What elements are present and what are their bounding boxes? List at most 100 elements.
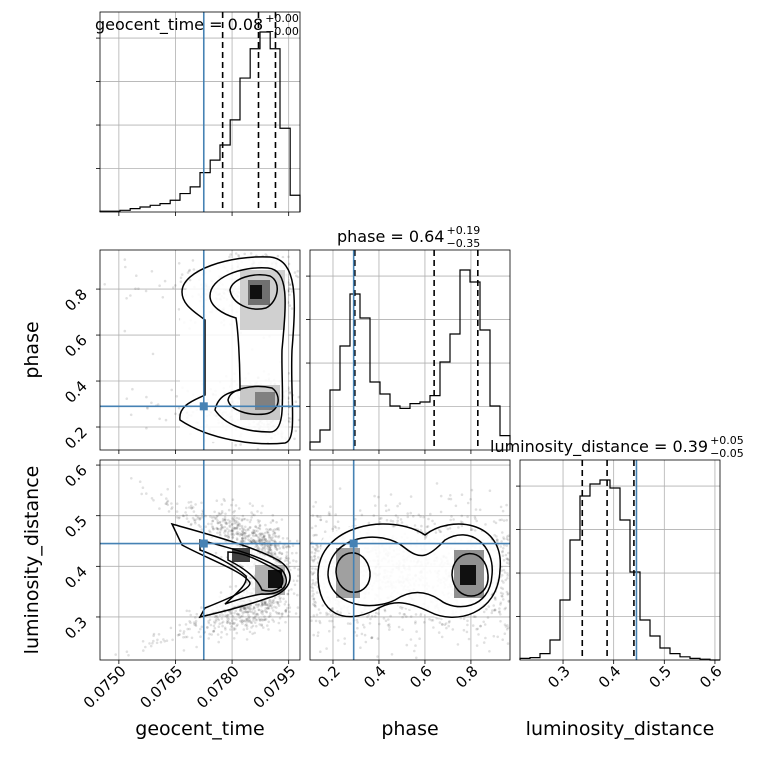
sample-point [165,639,169,642]
sample-point [270,600,273,604]
sample-point [194,503,197,506]
sample-point [244,624,247,627]
sample-point [244,610,248,613]
sample-point [313,551,317,555]
sample-point [499,505,503,509]
sample-point [441,623,444,626]
sample-point [239,619,242,623]
sample-point [216,633,220,636]
title-phase: phase = 0.64 [337,227,444,246]
sample-point [217,625,221,628]
sample-point [237,255,241,258]
sample-point [199,627,202,631]
sample-point [254,529,257,533]
sample-point [213,517,217,520]
sample-point [286,606,289,610]
sample-point [309,571,313,574]
contour-inner [335,552,371,593]
sample-point [265,603,269,607]
sample-point [287,255,290,259]
sample-point [276,527,279,530]
sample-point [438,621,442,624]
sample-point [314,567,317,571]
sample-point [313,604,316,607]
sample-point [230,625,233,628]
sample-point [269,548,272,552]
sample-point [440,635,444,639]
sample-point [225,621,229,624]
hist-panel-phase: phase = 0.64 +0.19−0.35 [306,224,511,454]
sample-point [190,636,194,640]
sample-point [331,527,335,531]
sample-point [249,620,252,623]
sample-point [268,599,271,602]
sample-point [419,613,423,617]
sample-point [290,307,294,310]
sample-point [235,618,238,621]
sample-point [265,530,269,534]
sample-point [498,518,502,522]
histogram-step-luminosity_distance [519,479,720,661]
sample-point [276,612,279,615]
sample-point [211,527,215,531]
sample-point [243,252,246,256]
sample-point [502,537,506,541]
sample-point [288,417,292,420]
sample-point [495,538,499,541]
sample-point [260,624,264,627]
title-plus-luminosity_distance: +0.05 [710,434,744,447]
sample-point [268,543,272,547]
sample-point [317,608,321,611]
sample-point [319,650,322,653]
sample-point [220,617,224,620]
sample-point [318,619,321,623]
sample-point [242,607,246,610]
sample-point [243,536,247,540]
sample-point [377,612,380,615]
sample-point [219,528,223,531]
sample-point [195,612,199,616]
sample-point [225,522,228,526]
sample-point [482,620,486,624]
sample-point [230,533,233,536]
sample-point [271,553,274,556]
sample-point [315,581,318,584]
sample-point [218,532,222,535]
sample-point [284,608,288,612]
sample-point [378,521,382,524]
sample-point [264,523,267,527]
axes-frame [99,459,301,661]
sample-point [499,591,503,595]
sample-point [219,523,223,527]
sample-point [287,603,291,607]
sample-point [288,610,291,614]
sample-point [311,586,315,590]
sample-point [233,521,236,525]
sample-point [216,617,220,620]
sample-point [254,539,257,543]
sample-point [255,547,259,551]
sample-point [256,526,259,530]
sample-point [240,620,243,624]
sample-point [103,283,106,286]
sample-point [223,518,226,522]
sample-point [263,601,267,605]
sample-point [264,603,267,606]
sample-point [226,613,230,617]
sample-point [268,546,272,550]
sample-point [223,529,227,532]
sample-point [311,567,314,570]
sample-point [265,540,269,543]
sample-point [223,531,226,534]
sample-point [261,603,264,606]
sample-point [507,551,510,555]
sample-point [186,271,190,274]
sample-point [182,630,186,633]
sample-point [278,547,282,550]
sample-point [188,620,191,623]
sample-point [446,527,450,531]
sample-point [313,604,317,607]
sample-point [238,534,242,537]
sample-point [287,545,291,548]
sample-point [175,516,179,519]
